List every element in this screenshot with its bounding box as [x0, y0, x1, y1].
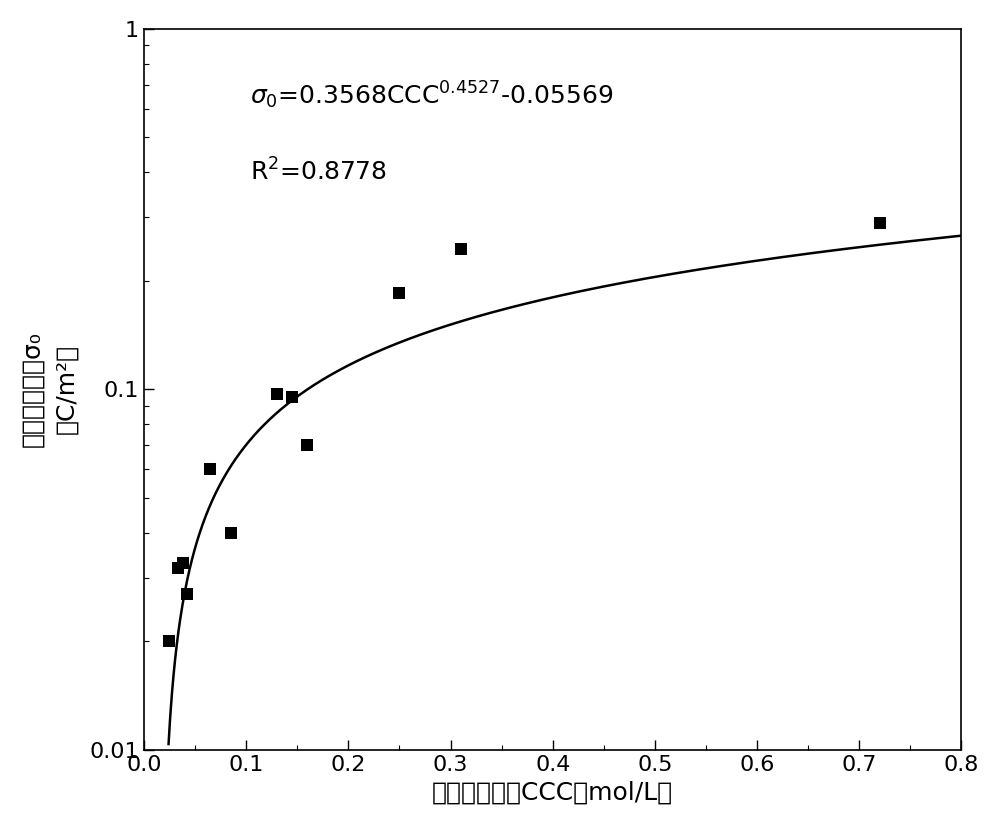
Point: [299, 439, 315, 452]
Point: [170, 561, 186, 574]
Point: [284, 391, 300, 404]
Point: [453, 243, 469, 256]
Y-axis label: 表面电荷密度σ₀
（C/m²）: 表面电荷密度σ₀ （C/m²）: [21, 332, 78, 447]
Point: [872, 216, 888, 229]
Point: [269, 388, 285, 401]
Point: [391, 286, 407, 299]
Point: [161, 634, 177, 648]
Point: [179, 587, 195, 601]
Text: $\sigma_0$=0.3568CCC$^{0.4527}$-0.05569: $\sigma_0$=0.3568CCC$^{0.4527}$-0.05569: [250, 79, 613, 111]
Point: [175, 556, 191, 569]
X-axis label: 临界凝聚浓度CCC（mol/L）: 临界凝聚浓度CCC（mol/L）: [432, 780, 673, 804]
Point: [223, 526, 239, 540]
Point: [202, 463, 218, 476]
Text: R$^2$=0.8778: R$^2$=0.8778: [250, 158, 387, 186]
